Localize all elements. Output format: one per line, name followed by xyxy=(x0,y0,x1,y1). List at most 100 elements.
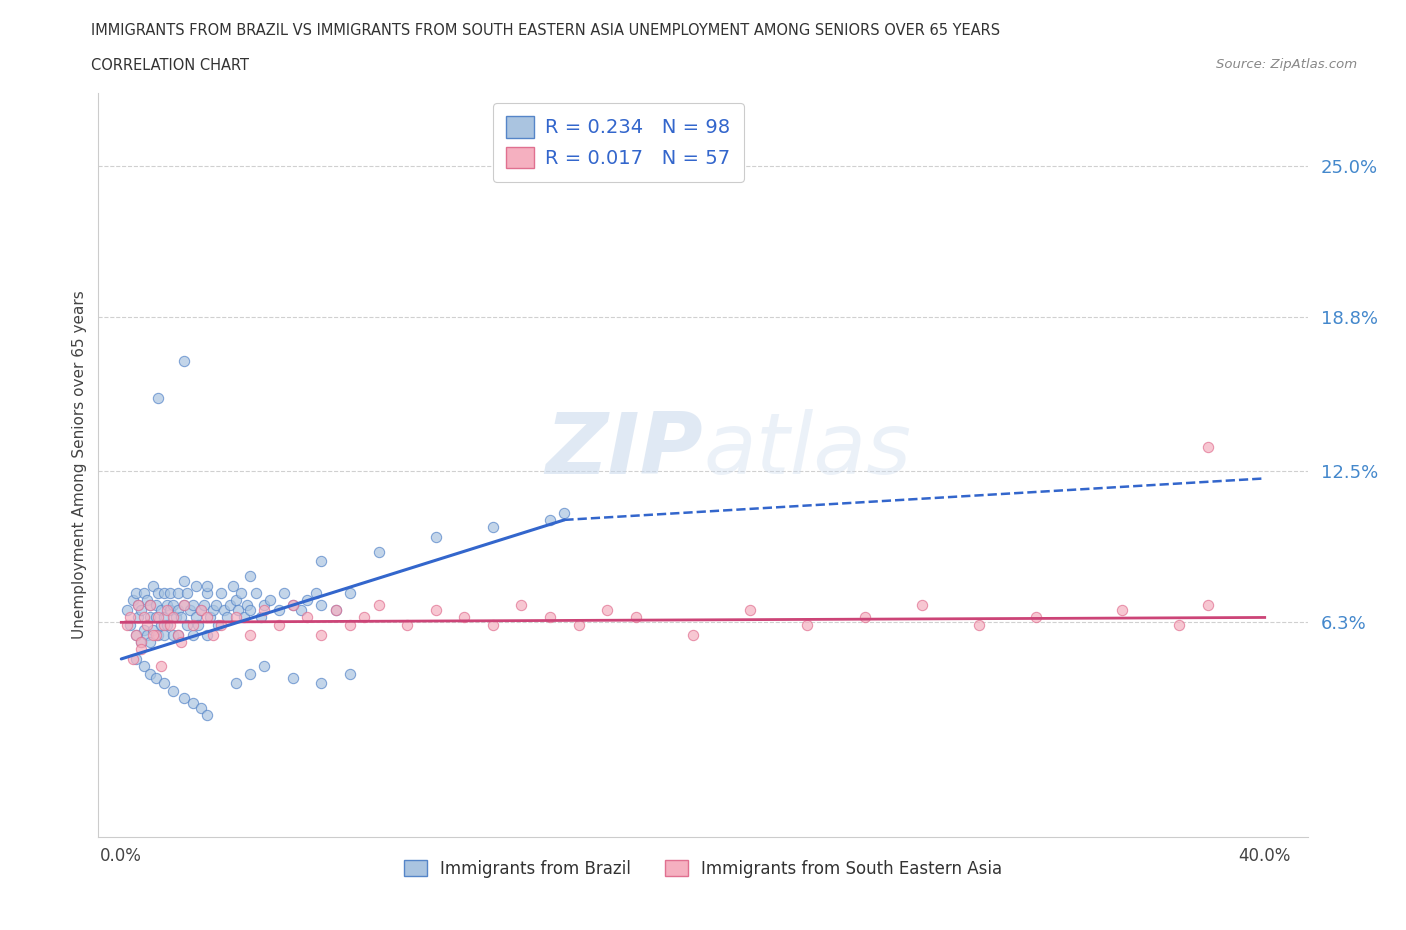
Point xyxy=(134,610,156,625)
Point xyxy=(187,618,209,632)
Point xyxy=(967,618,990,632)
Point xyxy=(145,598,167,613)
Point xyxy=(215,610,238,625)
Point xyxy=(295,593,318,608)
Point xyxy=(136,593,159,608)
Point xyxy=(184,610,207,625)
Point xyxy=(1111,603,1133,618)
Point xyxy=(150,618,173,632)
Point xyxy=(225,676,247,691)
Point xyxy=(190,603,212,618)
Point xyxy=(538,512,561,527)
Point xyxy=(181,618,204,632)
Point xyxy=(148,610,170,625)
Point xyxy=(195,708,218,723)
Point xyxy=(222,578,245,593)
Point xyxy=(129,634,152,649)
Point xyxy=(325,603,347,618)
Point xyxy=(142,578,165,593)
Point xyxy=(181,598,204,613)
Point xyxy=(115,618,138,632)
Point xyxy=(173,354,195,369)
Point xyxy=(148,391,170,405)
Point xyxy=(162,627,184,642)
Point xyxy=(624,610,647,625)
Point xyxy=(150,658,173,673)
Point xyxy=(139,610,162,625)
Point xyxy=(1197,439,1219,454)
Point xyxy=(911,598,934,613)
Point xyxy=(148,586,170,601)
Point xyxy=(233,610,256,625)
Text: CORRELATION CHART: CORRELATION CHART xyxy=(91,58,249,73)
Point xyxy=(139,598,162,613)
Point xyxy=(1168,618,1191,632)
Point xyxy=(124,627,146,642)
Point xyxy=(538,610,561,625)
Point xyxy=(139,634,162,649)
Point xyxy=(134,658,156,673)
Point xyxy=(353,610,375,625)
Point xyxy=(212,603,235,618)
Point xyxy=(150,603,173,618)
Point xyxy=(153,586,176,601)
Point xyxy=(156,603,179,618)
Point xyxy=(339,586,361,601)
Point xyxy=(596,603,619,618)
Point xyxy=(367,544,389,559)
Point xyxy=(339,618,361,632)
Point xyxy=(311,554,333,569)
Y-axis label: Unemployment Among Seniors over 65 years: Unemployment Among Seniors over 65 years xyxy=(72,291,87,640)
Point xyxy=(173,574,195,589)
Point xyxy=(167,586,190,601)
Point xyxy=(236,598,259,613)
Point xyxy=(159,603,181,618)
Point xyxy=(167,627,190,642)
Point xyxy=(259,593,281,608)
Point xyxy=(482,618,505,632)
Point xyxy=(156,598,179,613)
Point xyxy=(127,598,149,613)
Point xyxy=(367,598,389,613)
Point xyxy=(193,598,215,613)
Point xyxy=(453,610,475,625)
Point xyxy=(796,618,818,632)
Point xyxy=(124,627,146,642)
Point xyxy=(245,586,267,601)
Point xyxy=(225,593,247,608)
Point xyxy=(231,586,253,601)
Point xyxy=(239,603,262,618)
Point xyxy=(305,586,328,601)
Legend: Immigrants from Brazil, Immigrants from South Eastern Asia: Immigrants from Brazil, Immigrants from … xyxy=(396,853,1010,884)
Point xyxy=(129,634,152,649)
Point xyxy=(181,696,204,711)
Point xyxy=(250,610,273,625)
Point xyxy=(204,598,226,613)
Point xyxy=(311,627,333,642)
Point xyxy=(267,618,290,632)
Point xyxy=(184,578,207,593)
Point xyxy=(311,598,333,613)
Point xyxy=(1197,598,1219,613)
Point xyxy=(201,603,224,618)
Point xyxy=(740,603,762,618)
Point xyxy=(129,642,152,657)
Point xyxy=(209,618,232,632)
Point xyxy=(142,622,165,637)
Point xyxy=(239,627,262,642)
Text: IMMIGRANTS FROM BRAZIL VS IMMIGRANTS FROM SOUTH EASTERN ASIA UNEMPLOYMENT AMONG : IMMIGRANTS FROM BRAZIL VS IMMIGRANTS FRO… xyxy=(91,23,1001,38)
Point xyxy=(195,610,218,625)
Point xyxy=(181,627,204,642)
Point xyxy=(145,610,167,625)
Point xyxy=(568,618,591,632)
Point xyxy=(273,586,295,601)
Point xyxy=(124,652,146,667)
Point xyxy=(159,618,181,632)
Point xyxy=(162,598,184,613)
Point xyxy=(295,610,318,625)
Point xyxy=(253,603,276,618)
Point xyxy=(281,598,304,613)
Text: atlas: atlas xyxy=(703,408,911,492)
Point xyxy=(145,671,167,686)
Point xyxy=(281,598,304,613)
